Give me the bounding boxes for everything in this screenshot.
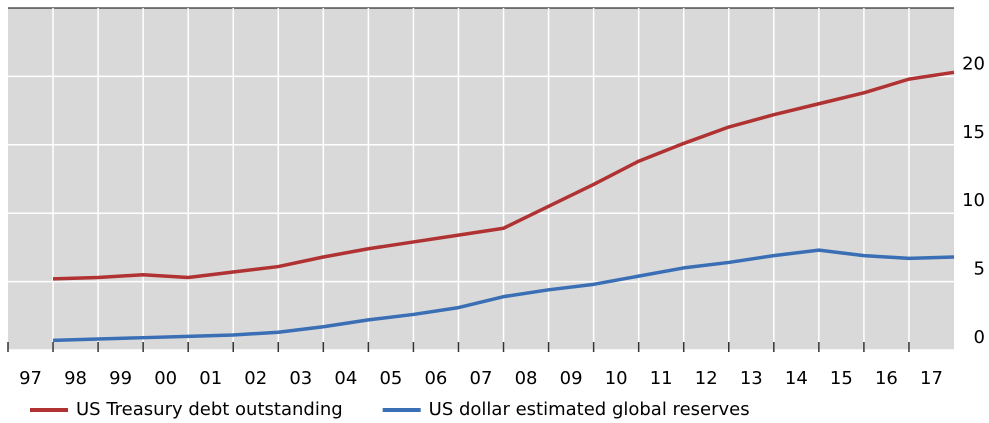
x-tick-label: 00 xyxy=(154,368,177,389)
x-tick-label: 04 xyxy=(334,368,357,389)
series-line xyxy=(52,70,955,281)
x-tick-label: 99 xyxy=(109,368,132,389)
x-tick-label: 14 xyxy=(785,368,808,389)
x-tick-label: 98 xyxy=(64,368,87,389)
y-tick-label: 15 xyxy=(962,122,985,143)
x-tick-label: 13 xyxy=(740,368,763,389)
x-tick-label: 05 xyxy=(379,368,402,389)
x-tick-label: 01 xyxy=(199,368,222,389)
y-tick-label: 0 xyxy=(974,327,985,348)
x-tick-label: 97 xyxy=(19,368,42,389)
x-tick-label: 06 xyxy=(424,368,447,389)
x-tick-label: 03 xyxy=(289,368,312,389)
x-tick-label: 10 xyxy=(605,368,628,389)
series-line xyxy=(52,248,955,343)
y-tick-label: 5 xyxy=(974,259,985,280)
legend-label: US dollar estimated global reserves xyxy=(429,399,750,420)
plot-area xyxy=(8,8,954,350)
x-tick-label: 15 xyxy=(830,368,853,389)
y-tick-label: 20 xyxy=(962,53,985,74)
x-tick-label: 11 xyxy=(650,368,673,389)
x-tick-label: 12 xyxy=(695,368,718,389)
x-tick-label: 17 xyxy=(920,368,943,389)
x-tick-label: 09 xyxy=(560,368,583,389)
x-tick-label: 16 xyxy=(875,368,898,389)
x-tick-label: 02 xyxy=(244,368,267,389)
y-tick-label: 10 xyxy=(962,190,985,211)
x-tick-label: 07 xyxy=(470,368,493,389)
x-tick-label: 08 xyxy=(515,368,538,389)
legend-label: US Treasury debt outstanding xyxy=(76,399,343,420)
